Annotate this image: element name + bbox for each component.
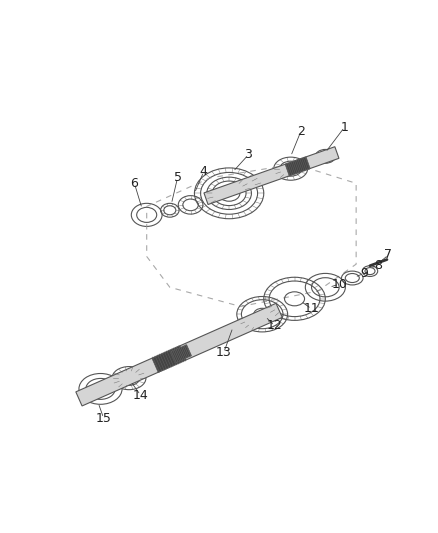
Text: 11: 11 bbox=[304, 302, 319, 316]
Text: 8: 8 bbox=[374, 259, 381, 272]
Text: 4: 4 bbox=[200, 165, 208, 178]
Text: 5: 5 bbox=[173, 172, 181, 184]
Text: 15: 15 bbox=[95, 411, 112, 425]
Text: 13: 13 bbox=[216, 346, 232, 359]
Text: 1: 1 bbox=[341, 120, 349, 134]
Text: 6: 6 bbox=[131, 177, 138, 190]
Text: 10: 10 bbox=[331, 278, 347, 290]
Polygon shape bbox=[171, 345, 191, 363]
Text: 3: 3 bbox=[244, 148, 252, 161]
Polygon shape bbox=[204, 147, 339, 205]
Text: 12: 12 bbox=[267, 319, 283, 332]
Text: 7: 7 bbox=[385, 248, 392, 261]
Text: 14: 14 bbox=[133, 389, 148, 401]
Polygon shape bbox=[152, 346, 186, 373]
Text: 2: 2 bbox=[297, 125, 305, 138]
Polygon shape bbox=[76, 303, 282, 406]
Text: 9: 9 bbox=[360, 267, 368, 280]
Polygon shape bbox=[285, 157, 310, 176]
